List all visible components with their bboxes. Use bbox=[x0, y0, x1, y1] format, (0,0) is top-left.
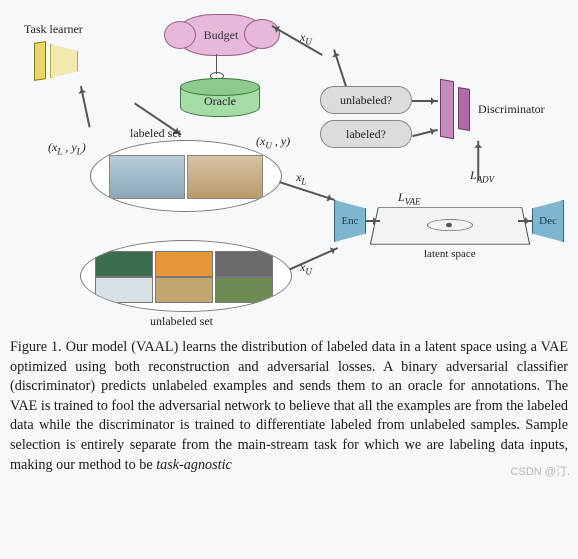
decoder-block: Dec bbox=[532, 200, 564, 242]
tuple-oracle: (xU , y) bbox=[256, 134, 290, 150]
budget-label: Budget bbox=[204, 28, 239, 43]
bubble-labeled: labeled? bbox=[320, 120, 412, 148]
arrow-enc-to-latent bbox=[366, 220, 380, 222]
figure-diagram: Task learner Budget Oracle xU labeled se… bbox=[10, 10, 568, 330]
latent-space-plane bbox=[370, 207, 530, 244]
arrow-latent-to-dec bbox=[518, 220, 532, 222]
latent-space-label: latent space bbox=[424, 248, 476, 260]
symbol-xu: xU bbox=[300, 260, 312, 276]
sample-image-icon bbox=[215, 277, 273, 303]
arrow-labeled-to-tasklearner bbox=[80, 86, 90, 127]
symbol-xl: xL bbox=[296, 170, 306, 186]
unlabeled-set-label: unlabeled set bbox=[150, 314, 213, 329]
arrow-xu-to-budget bbox=[333, 49, 347, 88]
encoder-block: Enc bbox=[334, 200, 366, 242]
discriminator-icon bbox=[440, 79, 454, 139]
loss-adv-label: LADV bbox=[470, 168, 494, 184]
sample-image-icon bbox=[215, 251, 273, 277]
sample-image-icon bbox=[155, 277, 213, 303]
task-learner-icon bbox=[50, 44, 78, 78]
sample-image-icon bbox=[109, 155, 185, 199]
arrow-xu-to-budget bbox=[272, 26, 323, 56]
sample-image-icon bbox=[95, 251, 153, 277]
latent-cluster-icon bbox=[427, 219, 474, 231]
discriminator-label: Discriminator bbox=[478, 102, 545, 117]
arrow-xl-to-enc bbox=[279, 181, 335, 200]
sample-image-icon bbox=[187, 155, 263, 199]
arrow-bubble-to-disc bbox=[412, 129, 438, 137]
budget-cloud: Budget bbox=[175, 14, 267, 56]
figure-caption: Figure 1. Our model (VAAL) learns the di… bbox=[10, 338, 568, 475]
symbol-xu-top: xU bbox=[300, 30, 312, 46]
loss-vae-label: LVAE bbox=[398, 190, 421, 206]
unlabeled-set-ellipse bbox=[80, 240, 292, 312]
arrow-bubble-to-disc bbox=[412, 100, 438, 102]
caption-text: Figure 1. Our model (VAAL) learns the di… bbox=[10, 339, 568, 473]
bubble-unlabeled: unlabeled? bbox=[320, 86, 412, 114]
labeled-set-ellipse bbox=[90, 140, 282, 212]
tuple-labeled: (xL , yL) bbox=[48, 140, 86, 156]
arrow-xu-to-enc bbox=[288, 247, 338, 270]
budget-connector bbox=[216, 54, 217, 74]
labeled-set-label: labeled set bbox=[130, 126, 181, 141]
discriminator-icon bbox=[458, 87, 470, 131]
task-learner-label: Task learner bbox=[24, 22, 83, 37]
sample-image-icon bbox=[155, 251, 213, 277]
oracle-cylinder-top bbox=[180, 78, 260, 96]
watermark-bottom-right: CSDN @汀. bbox=[511, 463, 570, 479]
task-learner-icon bbox=[34, 41, 46, 81]
sample-image-icon bbox=[95, 277, 153, 303]
